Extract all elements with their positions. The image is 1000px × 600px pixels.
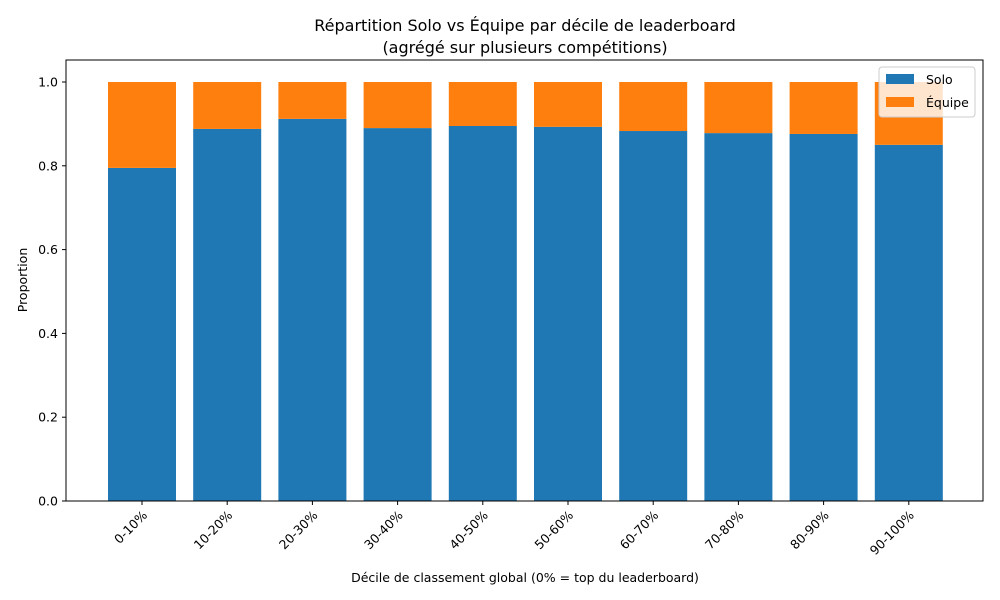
- bar-quipe-8: [789, 82, 858, 134]
- chart-title-line-2: (agrégé sur plusieurs compétitions): [382, 38, 667, 57]
- x-tick-label: 70-80%: [702, 507, 747, 552]
- x-axis-label: Décile de classement global (0% = top du…: [351, 570, 699, 585]
- bar-quipe-3: [363, 82, 432, 129]
- x-tick-label: 0-10%: [111, 507, 150, 546]
- x-tick-label: 80-90%: [787, 507, 832, 552]
- bar-solo-4: [448, 125, 517, 502]
- bar-quipe-6: [619, 82, 688, 132]
- y-tick-label: 0.0: [38, 494, 58, 509]
- legend: Solo Équipe: [878, 66, 976, 118]
- bar-solo-5: [534, 126, 602, 501]
- chart-title-line-1: Répartition Solo vs Équipe par décile de…: [314, 16, 736, 35]
- bar-solo-1: [193, 128, 262, 502]
- bar-solo-6: [619, 131, 688, 501]
- y-axis-label: Proportion: [15, 248, 30, 313]
- y-tick-label: 0.8: [38, 158, 58, 173]
- y-tick-label: 1.0: [38, 75, 58, 90]
- legend-label-solo: Solo: [926, 72, 953, 87]
- y-tick-label: 0.4: [38, 326, 58, 341]
- x-tick-label: 60-70%: [617, 507, 662, 552]
- legend-label-equipe: Équipe: [926, 95, 969, 110]
- plot-frame: [65, 59, 984, 502]
- bar-quipe-7: [704, 82, 773, 134]
- y-axis-ticks: 0.0 0.2 0.4 0.6 0.8 1.0: [38, 75, 66, 509]
- bar-solo-2: [278, 118, 347, 501]
- x-tick-label: 30-40%: [361, 507, 406, 552]
- bar-solo-3: [363, 128, 432, 501]
- bar-solo-0: [108, 167, 176, 501]
- x-tick-label: 90-100%: [867, 507, 917, 557]
- bar-quipe-1: [193, 82, 262, 129]
- bar-quipe-4: [448, 82, 517, 126]
- bar-quipe-0: [108, 82, 176, 168]
- bar-quipe-2: [278, 82, 347, 119]
- bar-solo-8: [789, 133, 858, 501]
- legend-swatch-equipe: [886, 97, 914, 107]
- x-tick-label: 40-50%: [446, 507, 491, 552]
- legend-swatch-solo: [886, 74, 914, 84]
- bar-solo-9: [874, 144, 943, 501]
- bars-group: [108, 82, 943, 502]
- x-tick-label: 50-60%: [531, 507, 576, 552]
- y-tick-label: 0.2: [38, 410, 58, 425]
- bar-solo-7: [704, 133, 773, 502]
- x-tick-label: 20-30%: [276, 507, 321, 552]
- x-tick-label: 10-20%: [191, 507, 236, 552]
- x-axis-ticks: 0-10% 10-20% 20-30% 30-40% 40-50% 50-60% 60-70…: [111, 501, 917, 558]
- y-tick-label: 0.6: [38, 242, 58, 257]
- bar-quipe-5: [534, 82, 602, 127]
